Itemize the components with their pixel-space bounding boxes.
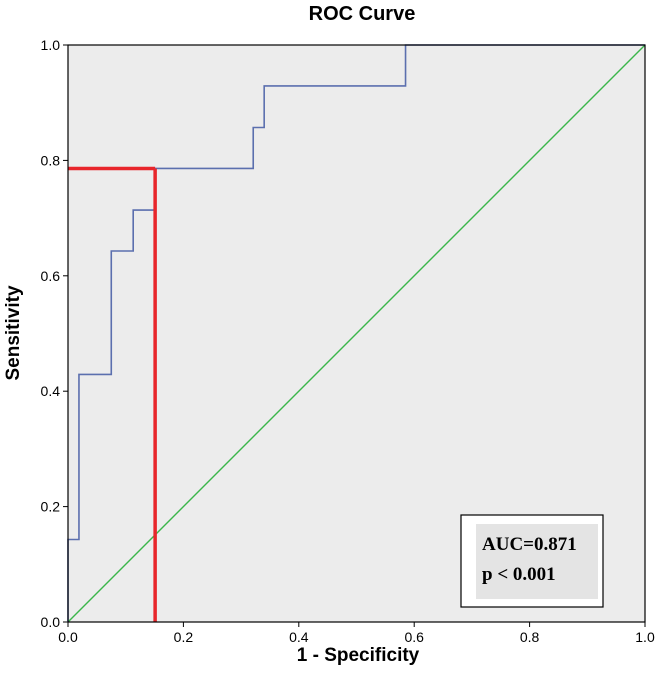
y-tick-label: 0.6 [41,268,61,284]
chart-title: ROC Curve [309,3,416,25]
y-tick-label: 0.0 [41,614,61,630]
auc-label: AUC=0.871 [482,534,577,555]
y-axis-ticks: 0.0 0.2 0.4 0.6 0.8 1.0 [41,37,68,630]
y-axis-label: Sensitivity [3,285,24,380]
p-value-label: p < 0.001 [482,564,556,585]
y-tick-label: 0.8 [41,152,61,168]
x-tick-label: 0.8 [520,629,540,645]
x-tick-label: 0.2 [174,629,194,645]
x-tick-label: 0.0 [58,629,78,645]
annotation-box-fill [476,524,598,599]
plot-frame [67,44,646,623]
x-axis-label: 1 - Specificity [297,645,420,666]
y-tick-label: 0.4 [41,383,61,399]
x-axis-ticks: 0.0 0.2 0.4 0.6 0.8 1.0 [58,622,655,645]
y-tick-label: 1.0 [41,37,61,53]
x-tick-label: 0.4 [289,629,309,645]
annotation-box: AUC=0.871 p < 0.001 [460,514,604,608]
x-tick-label: 0.6 [404,629,424,645]
cutoff-layer [68,166,157,622]
reference-diagonal-line [67,44,646,623]
y-tick-label: 0.2 [41,499,61,515]
x-tick-label: 1.0 [635,629,655,645]
